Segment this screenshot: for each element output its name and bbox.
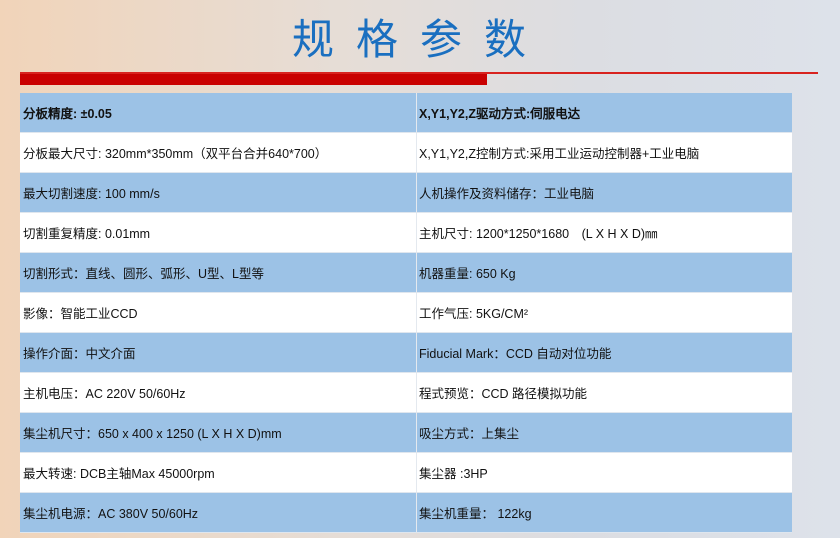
table-row: 集尘机电源：AC 380V 50/60Hz 集尘机重量： 122kg — [20, 493, 792, 533]
spec-left: 切割形式：直线、圆形、弧形、U型、L型等 — [20, 253, 417, 292]
table-row: 分板精度: ±0.05 X,Y1,Y2,Z驱动方式:伺服电达 — [20, 93, 792, 133]
spec-right: 工作气压: 5KG/CM² — [419, 307, 529, 321]
spec-right: 机器重量: 650 Kg — [419, 267, 516, 281]
spec-left: 操作介面：中文介面 — [20, 333, 417, 372]
table-row: 主机电压：AC 220V 50/60Hz 程式预览：CCD 路径模拟功能 — [20, 373, 792, 413]
spec-left: 影像：智能工业CCD — [20, 293, 417, 332]
divider-line — [20, 72, 818, 74]
table-row: 影像：智能工业CCD 工作气压: 5KG/CM² — [20, 293, 792, 333]
table-row: 操作介面：中文介面 Fiducial Mark：CCD 自动对位功能 — [20, 333, 792, 373]
table-row: 最大切割速度: 100 mm/s 人机操作及资料储存：工业电脑 — [20, 173, 792, 213]
spec-right: Fiducial Mark：CCD 自动对位功能 — [419, 347, 612, 361]
spec-right: 吸尘方式：上集尘 — [419, 427, 520, 441]
table-row: 切割形式：直线、圆形、弧形、U型、L型等 机器重量: 650 Kg — [20, 253, 792, 293]
spec-right: X,Y1,Y2,Z控制方式:采用工业运动控制器+工业电脑 — [419, 147, 700, 161]
spec-table: 分板精度: ±0.05 X,Y1,Y2,Z驱动方式:伺服电达 分板最大尺寸: 320… — [20, 93, 792, 533]
spec-right: 主机尺寸: 1200*1250*1680 (L X H X D)㎜ — [419, 227, 658, 241]
accent-bar — [20, 74, 487, 85]
spec-left: 分板最大尺寸: 320mm*350mm（双平台合并640*700） — [20, 133, 417, 172]
spec-right: 程式预览：CCD 路径模拟功能 — [419, 387, 588, 401]
spec-left: 最大切割速度: 100 mm/s — [20, 173, 417, 212]
spec-right: X,Y1,Y2,Z驱动方式:伺服电达 — [419, 107, 581, 121]
spec-left: 分板精度: ±0.05 — [20, 93, 417, 132]
table-row: 集尘机尺寸：650 x 400 x 1250 (L X H X D)mm 吸尘方式… — [20, 413, 792, 453]
table-row: 最大转速: DCB主轴Max 45000rpm 集尘器 :3HP — [20, 453, 792, 493]
spec-left: 切割重复精度: 0.01mm — [20, 213, 417, 252]
spec-right: 集尘机重量： 122kg — [419, 507, 532, 521]
spec-right: 集尘器 :3HP — [419, 467, 488, 481]
spec-left: 集尘机尺寸：650 x 400 x 1250 (L X H X D)mm — [20, 413, 417, 452]
spec-right: 人机操作及资料储存：工业电脑 — [419, 187, 595, 201]
table-row: 分板最大尺寸: 320mm*350mm（双平台合并640*700） X,Y1,Y2… — [20, 133, 792, 173]
page-title: 规格参数 — [291, 15, 548, 64]
table-row: 切割重复精度: 0.01mm 主机尺寸: 1200*1250*1680 (L X … — [20, 213, 792, 253]
spec-left: 集尘机电源：AC 380V 50/60Hz — [20, 493, 417, 532]
spec-left: 最大转速: DCB主轴Max 45000rpm — [20, 453, 417, 492]
spec-left: 主机电压：AC 220V 50/60Hz — [20, 373, 417, 412]
